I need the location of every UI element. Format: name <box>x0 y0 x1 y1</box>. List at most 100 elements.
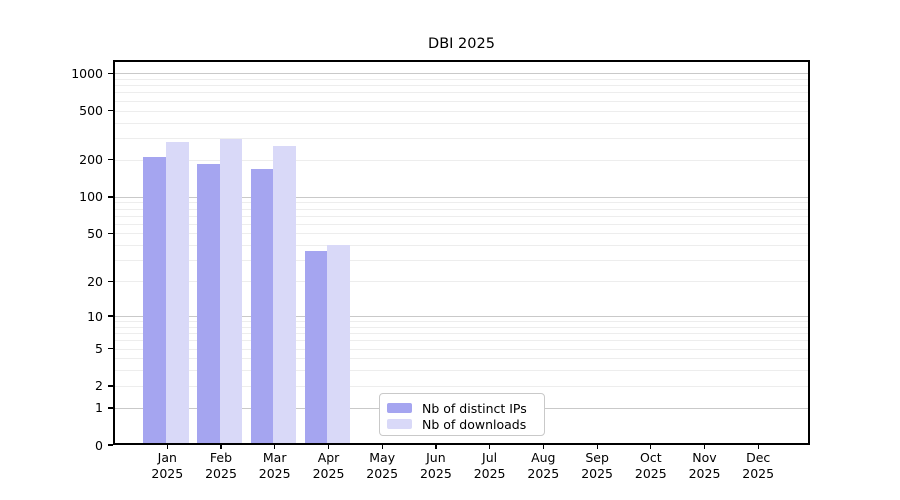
x-tick-label: Aug 2025 <box>512 450 574 481</box>
y-tick-label: 200 <box>79 152 103 168</box>
x-tick <box>327 445 330 449</box>
bar-mar-downloads <box>273 145 297 443</box>
x-tick-label: Mar 2025 <box>244 450 306 481</box>
y-tick-label: 2 <box>95 378 103 394</box>
y-tick <box>108 72 113 74</box>
bar-jan-distinct-ips <box>143 156 166 443</box>
gridline-major <box>115 196 808 198</box>
gridline-minor <box>115 358 808 360</box>
x-tick-label: Jul 2025 <box>459 450 521 481</box>
y-tick <box>108 196 113 198</box>
x-tick-label: Dec 2025 <box>727 450 789 481</box>
bar-apr-downloads <box>327 245 350 443</box>
x-tick-year: 2025 <box>312 465 345 481</box>
x-tick <box>596 445 598 449</box>
gridline-minor <box>115 110 808 112</box>
gridline-minor <box>115 340 808 342</box>
x-tick-label: Nov 2025 <box>674 450 736 481</box>
x-tick-year: 2025 <box>366 465 399 481</box>
y-tick <box>108 232 113 235</box>
gridline-minor <box>115 348 808 350</box>
legend-label-downloads: Nb of downloads <box>422 416 527 432</box>
gridline-major <box>115 316 808 318</box>
gridline-minor <box>115 208 808 210</box>
plot-canvas <box>115 62 808 443</box>
y-tick-label: 50 <box>87 225 103 241</box>
gridline-minor <box>115 260 808 262</box>
x-tick-year: 2025 <box>258 465 291 481</box>
x-tick-year: 2025 <box>742 465 775 481</box>
y-tick-label: 500 <box>79 103 103 118</box>
gridline-minor <box>115 78 808 80</box>
plot-area <box>113 60 810 445</box>
x-tick <box>650 445 652 449</box>
gridline-minor <box>115 159 808 161</box>
y-tick <box>108 407 113 409</box>
gridline-minor <box>115 321 808 323</box>
gridline-minor <box>115 385 808 387</box>
bar-mar-distinct-ips <box>250 169 274 443</box>
x-tick-label: Jan 2025 <box>136 450 198 481</box>
y-tick-label: 20 <box>87 273 103 289</box>
x-tick <box>220 445 222 449</box>
x-tick-month: Feb <box>209 450 233 465</box>
x-tick <box>542 445 544 449</box>
x-tick <box>381 445 383 449</box>
x-tick-month: Jan <box>157 450 177 465</box>
gridline-minor <box>115 137 808 139</box>
x-tick <box>703 445 706 449</box>
y-tick-label: 1000 <box>71 65 103 81</box>
x-tick-label: Oct 2025 <box>620 450 682 481</box>
legend-label-distinct-ips: Nb of distinct IPs <box>422 400 527 416</box>
gridline-minor <box>115 100 808 102</box>
x-tick-label: Apr 2025 <box>298 450 360 481</box>
x-tick-year: 2025 <box>205 465 237 481</box>
bar-jan-downloads <box>166 142 189 443</box>
y-tick <box>108 315 113 317</box>
x-tick <box>435 445 437 449</box>
x-tick <box>166 445 168 449</box>
y-tick <box>108 109 113 112</box>
y-tick-label: 1 <box>95 400 103 416</box>
gridline-minor <box>115 326 808 328</box>
x-tick-label: Jun 2025 <box>405 450 467 481</box>
legend-swatch-distinct-ips <box>387 403 412 413</box>
legend-item-distinct-ips: Nb of distinct IPs <box>387 400 536 416</box>
x-tick-month: Oct <box>639 450 662 465</box>
gridline-minor <box>115 85 808 87</box>
x-tick-month: Apr <box>317 450 340 465</box>
x-tick-month: Dec <box>746 450 771 465</box>
x-tick-year: 2025 <box>473 465 506 481</box>
y-tick <box>108 385 113 387</box>
y-tick-label: 0 <box>95 437 103 453</box>
x-tick-year: 2025 <box>151 465 184 481</box>
x-tick-year: 2025 <box>581 465 613 481</box>
gridline-minor <box>115 215 808 217</box>
x-tick-month: Jun <box>426 450 446 465</box>
y-tick-label: 5 <box>95 341 103 357</box>
gridline-minor <box>115 370 808 372</box>
gridline-major <box>115 73 808 75</box>
x-tick-month: Nov <box>692 450 717 465</box>
x-tick-month: Aug <box>531 450 556 465</box>
chart-title: DBI 2025 <box>428 36 495 52</box>
y-tick <box>108 347 113 350</box>
y-tick-label: 10 <box>87 308 103 324</box>
x-tick-label: Feb 2025 <box>190 450 252 481</box>
y-tick <box>108 444 113 446</box>
x-tick-year: 2025 <box>688 465 721 481</box>
gridline-minor <box>115 122 808 124</box>
x-tick-month: Mar <box>262 450 287 465</box>
gridline-minor <box>115 245 808 247</box>
gridline-minor <box>115 223 808 225</box>
x-tick-label: Sep 2025 <box>566 450 628 481</box>
legend-swatch-downloads <box>387 419 412 429</box>
x-tick <box>274 445 276 449</box>
y-tick <box>108 280 113 282</box>
gridline-minor <box>115 281 808 283</box>
x-tick-month: Sep <box>585 450 609 465</box>
legend: Nb of distinct IPs Nb of downloads <box>379 393 545 436</box>
x-tick-month: Jul <box>482 450 498 465</box>
bar-apr-distinct-ips <box>304 250 328 443</box>
